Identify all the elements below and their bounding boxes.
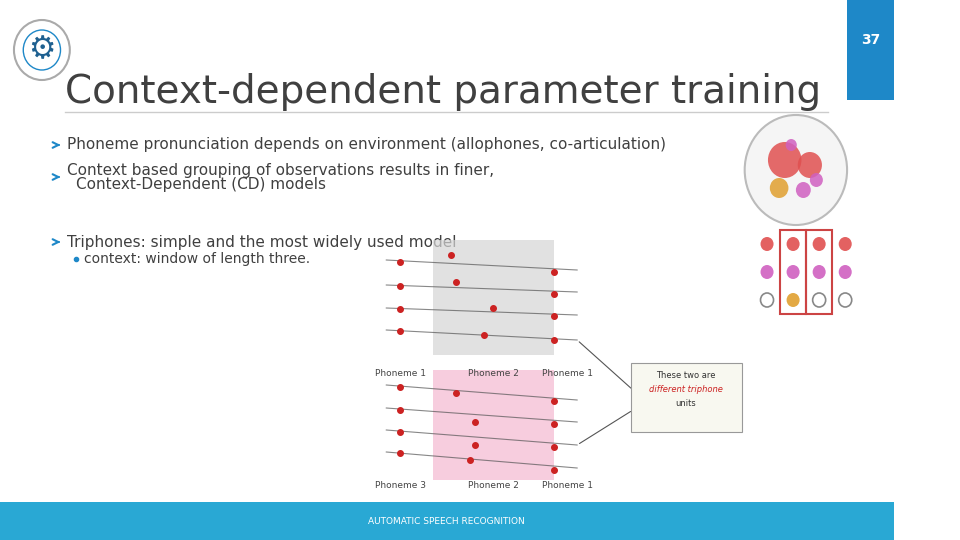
Circle shape [770,178,788,198]
Circle shape [785,139,797,151]
Circle shape [839,265,852,279]
Circle shape [760,237,774,251]
Text: Phoneme 2: Phoneme 2 [468,481,518,489]
Circle shape [813,265,826,279]
FancyBboxPatch shape [847,0,894,100]
Text: Context-Dependent (CD) models: Context-Dependent (CD) models [77,178,326,192]
Text: context: window of length three.: context: window of length three. [84,252,310,266]
Circle shape [786,265,800,279]
Text: Phoneme 2: Phoneme 2 [468,368,518,377]
Circle shape [786,293,800,307]
Text: Phoneme pronunciation depends on environment (allophones, co-articulation): Phoneme pronunciation depends on environ… [67,138,666,152]
Text: Phoneme 1: Phoneme 1 [374,368,426,377]
FancyBboxPatch shape [433,370,554,480]
Text: ⚙: ⚙ [28,36,56,64]
Text: Phoneme 1: Phoneme 1 [542,368,593,377]
FancyBboxPatch shape [433,240,554,355]
Circle shape [839,237,852,251]
Text: Context-dependent parameter training: Context-dependent parameter training [65,73,822,111]
Text: 37: 37 [861,33,880,47]
Text: Context based grouping of observations results in finer,: Context based grouping of observations r… [67,163,494,178]
Text: AUTOMATIC SPEECH RECOGNITION: AUTOMATIC SPEECH RECOGNITION [369,516,525,525]
Circle shape [786,237,800,251]
FancyBboxPatch shape [631,363,742,432]
FancyBboxPatch shape [0,502,894,540]
Circle shape [798,152,822,178]
Circle shape [768,142,802,178]
Circle shape [760,265,774,279]
Text: These two are: These two are [657,371,716,380]
Text: different triphone: different triphone [649,385,723,394]
Circle shape [796,182,811,198]
Circle shape [745,115,847,225]
Text: units: units [676,399,696,408]
Circle shape [813,237,826,251]
Text: Phoneme 1: Phoneme 1 [542,481,593,489]
Circle shape [810,173,823,187]
Text: Triphones: simple and the most widely used model: Triphones: simple and the most widely us… [67,234,457,249]
Text: Phoneme 3: Phoneme 3 [374,481,426,489]
